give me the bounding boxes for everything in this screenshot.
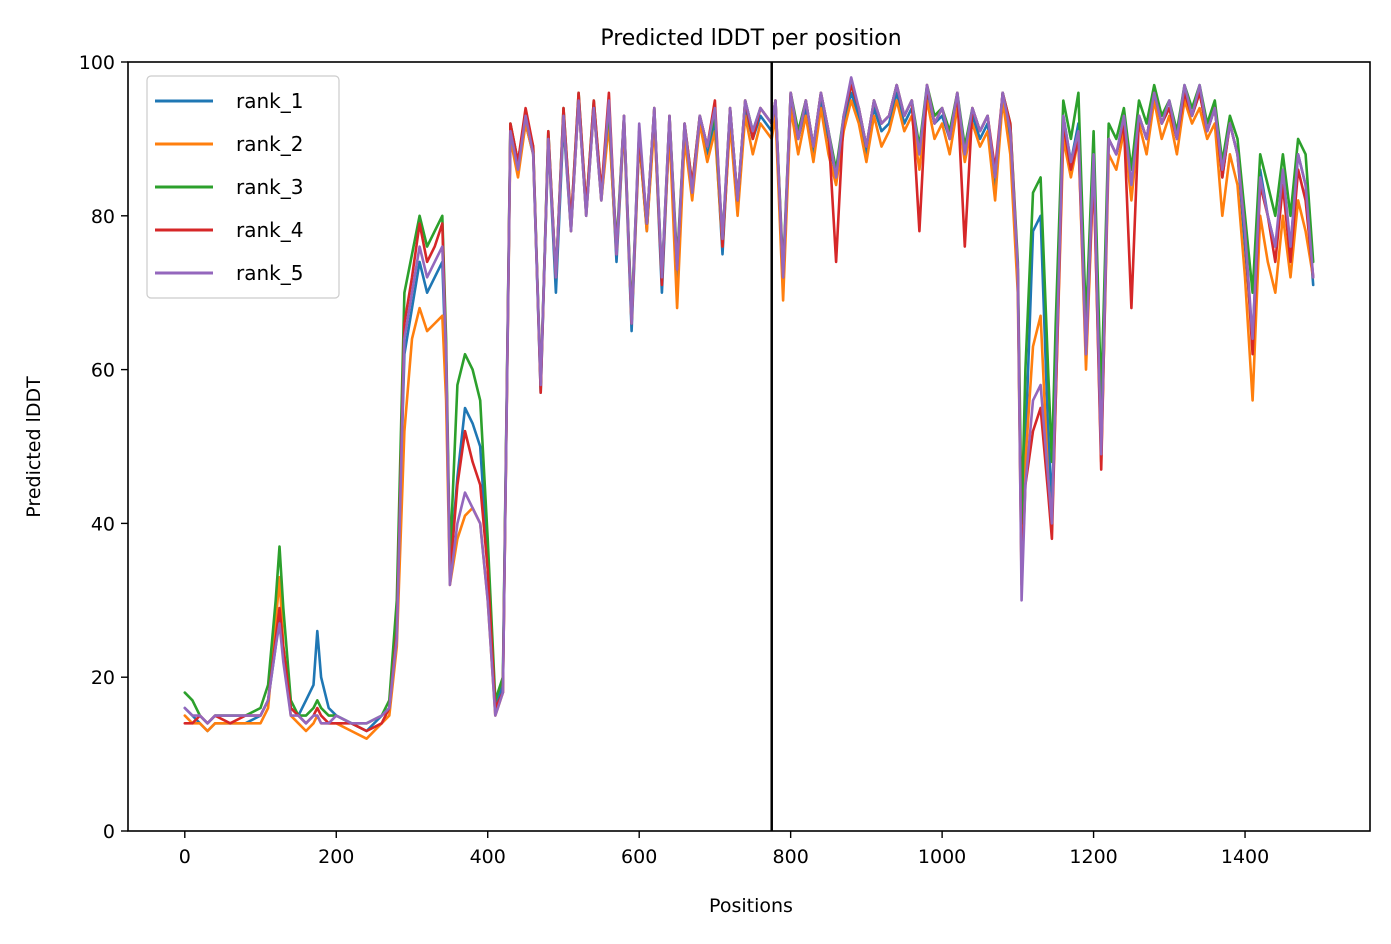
legend-label: rank_4 bbox=[236, 218, 303, 242]
y-tick-label: 80 bbox=[91, 206, 115, 228]
y-tick-label: 40 bbox=[91, 513, 115, 535]
legend-box bbox=[146, 75, 340, 299]
legend-label: rank_3 bbox=[236, 175, 303, 199]
axes-layer: 0 200 400 600 800 1000 1200 1400 0 20 40 60 80 100 bbox=[79, 52, 1371, 868]
legend: rank_1 rank_2 rank_3 rank_4 rank_5 bbox=[146, 75, 340, 299]
x-tick-label: 200 bbox=[318, 846, 354, 868]
y-tick-label: 20 bbox=[91, 667, 115, 689]
x-tick-label: 1200 bbox=[1069, 846, 1117, 868]
legend-label: rank_2 bbox=[236, 132, 303, 156]
x-tick-label: 1000 bbox=[918, 846, 966, 868]
legend-label: rank_1 bbox=[236, 89, 303, 113]
legend-label: rank_5 bbox=[236, 261, 303, 285]
x-tick-label: 600 bbox=[621, 846, 657, 868]
series-layer bbox=[183, 62, 1315, 831]
y-tick-label: 100 bbox=[79, 52, 115, 74]
x-tick-label: 400 bbox=[470, 846, 506, 868]
x-axis-label: Positions bbox=[709, 895, 793, 917]
y-axis-label: Predicted lDDT bbox=[23, 376, 45, 518]
y-tick-label: 60 bbox=[91, 360, 115, 382]
y-tick-label: 0 bbox=[103, 821, 115, 843]
x-tick-label: 0 bbox=[179, 846, 191, 868]
chart-title: Predicted lDDT per position bbox=[600, 26, 901, 51]
x-tick-label: 1400 bbox=[1221, 846, 1269, 868]
x-tick-label: 800 bbox=[773, 846, 809, 868]
plot-frame bbox=[127, 61, 1371, 832]
